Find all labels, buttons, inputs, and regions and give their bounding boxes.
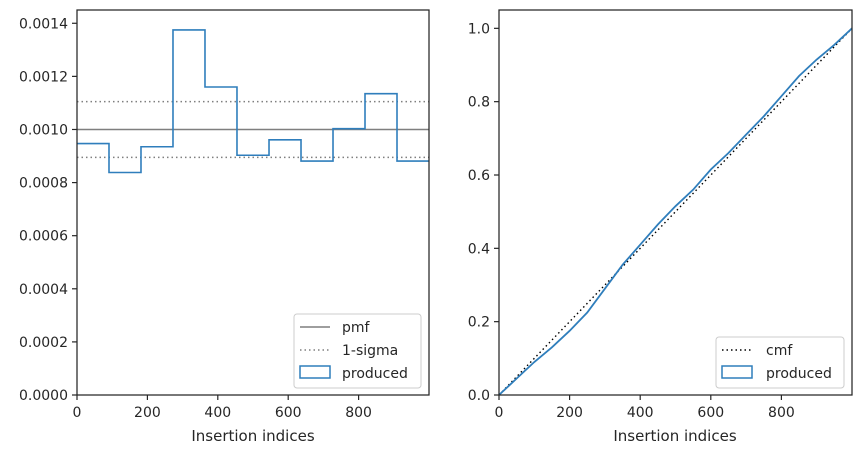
left-ytick-label: 0.0008	[19, 176, 68, 192]
legend-produced-cdf-label: produced	[766, 366, 832, 382]
left-ytick-label: 0.0004	[19, 282, 68, 298]
legend-cmf-label: cmf	[766, 343, 793, 359]
left-xtick-label: 600	[275, 405, 302, 421]
right-xtick-label: 200	[556, 405, 583, 421]
right-ytick-label: 0.2	[468, 315, 490, 331]
right-xtick-label: 400	[627, 405, 654, 421]
left-xtick-label: 800	[345, 405, 372, 421]
cmf-line	[498, 27, 853, 396]
right-xtick-label: 600	[697, 405, 724, 421]
left-ytick-label: 0.0000	[19, 388, 68, 404]
right-x-axis-label: Insertion indices	[613, 427, 736, 445]
legend-pmf-label: pmf	[342, 320, 371, 336]
legend-produced-marker	[299, 365, 331, 379]
right-legend: cmf produced	[715, 336, 845, 389]
left-xtick-label: 400	[204, 405, 231, 421]
left-xtick-label: 200	[134, 405, 161, 421]
left-legend: pmf 1-sigma produced	[293, 313, 422, 389]
produced-line	[498, 27, 853, 396]
left-ytick-label: 0.0014	[19, 16, 68, 32]
right-ytick-label: 0.4	[468, 241, 490, 257]
left-ytick-label: 0.0012	[19, 69, 68, 85]
left-ytick-label: 0.0002	[19, 335, 68, 351]
produced-histogram-step	[77, 29, 429, 174]
right-axes-frame	[498, 9, 853, 396]
left-ytick-label: 0.0006	[19, 229, 68, 245]
right-ytick-label: 0.8	[468, 95, 490, 111]
histogram-chart: 0 200 400 600 800 0.0000 0.0002 0.0004 0.0006 0.…	[19, 9, 430, 445]
right-ytick-label: 0.6	[468, 168, 490, 184]
cumulative-chart: 0 200 400 600 800 0.0 0.2 0.4 0.6 0.8 1.0 Inserti…	[468, 9, 853, 445]
left-x-axis-label: Insertion indices	[191, 427, 314, 445]
left-axes-frame	[76, 9, 430, 396]
right-ytick-label: 1.0	[468, 21, 490, 37]
left-xtick-label: 0	[73, 405, 82, 421]
right-xtick-label: 800	[768, 405, 795, 421]
right-xtick-label: 0	[495, 405, 504, 421]
legend-produced-cdf-marker	[721, 365, 753, 379]
legend-produced-label: produced	[342, 366, 408, 382]
right-ytick-label: 0.0	[468, 388, 490, 404]
left-ytick-label: 0.0010	[19, 122, 68, 138]
legend-1sigma-label: 1-sigma	[342, 343, 398, 359]
